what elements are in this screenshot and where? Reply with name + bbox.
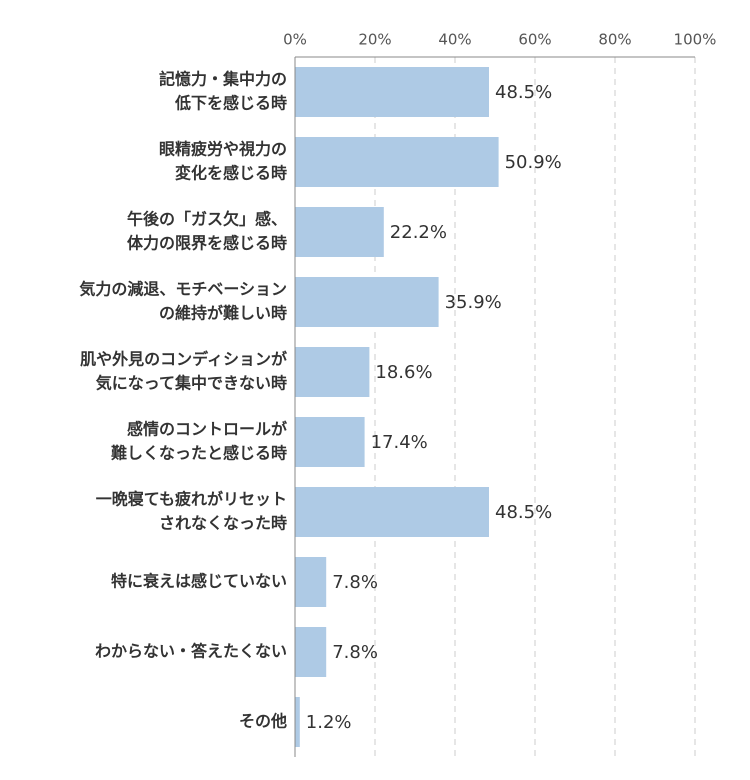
- y-tick-label: 特に衰えは感じていない: [111, 572, 287, 591]
- y-tick-label: 記憶力・集中力の: [159, 70, 287, 89]
- y-tick-label: 気になって集中できない時: [96, 374, 287, 393]
- value-label: 7.8%: [332, 642, 378, 663]
- bar: [295, 207, 384, 257]
- bar: [295, 697, 300, 747]
- y-tick-label: されなくなった時: [159, 514, 287, 533]
- value-label: 48.5%: [495, 82, 552, 103]
- value-label: 50.9%: [505, 152, 562, 173]
- bar: [295, 557, 327, 607]
- y-tick-label: 変化を感じる時: [175, 164, 287, 183]
- value-label: 18.6%: [375, 362, 432, 383]
- x-tick-label: 0%: [283, 31, 307, 49]
- y-tick-label: わからない・答えたくない: [95, 642, 287, 661]
- x-tick-label: 60%: [518, 31, 551, 49]
- y-tick-label: 難しくなったと感じる時: [111, 444, 287, 463]
- y-tick-label: 肌や外見のコンディションが: [80, 350, 287, 369]
- y-tick-label: の維持が難しい時: [159, 304, 287, 323]
- y-tick-label: 低下を感じる時: [174, 94, 287, 113]
- y-tick-label: その他: [239, 712, 287, 731]
- bar: [295, 67, 489, 117]
- y-tick-label: 一晩寝ても疲れがリセット: [96, 490, 287, 509]
- y-tick-label: 眼精疲労や視力の: [159, 140, 287, 159]
- bar: [295, 487, 489, 537]
- y-tick-label: 午後の「ガス欠」感、: [127, 210, 287, 229]
- bar: [295, 277, 439, 327]
- x-tick-label: 100%: [674, 31, 717, 49]
- y-tick-label: 気力の減退、モチベーション: [79, 280, 287, 299]
- value-label: 22.2%: [390, 222, 447, 243]
- x-tick-label: 20%: [358, 31, 391, 49]
- value-label: 48.5%: [495, 502, 552, 523]
- value-label: 7.8%: [332, 572, 378, 593]
- bar: [295, 137, 499, 187]
- bar: [295, 347, 370, 397]
- y-tick-label: 体力の限界を感じる時: [127, 234, 287, 253]
- value-label: 35.9%: [445, 292, 502, 313]
- y-tick-label: 感情のコントロールが: [127, 420, 287, 439]
- value-label: 17.4%: [371, 432, 428, 453]
- x-tick-label: 40%: [438, 31, 471, 49]
- bar: [295, 627, 327, 677]
- x-tick-label: 80%: [598, 31, 631, 49]
- value-label: 1.2%: [306, 712, 352, 733]
- bar: [295, 417, 365, 467]
